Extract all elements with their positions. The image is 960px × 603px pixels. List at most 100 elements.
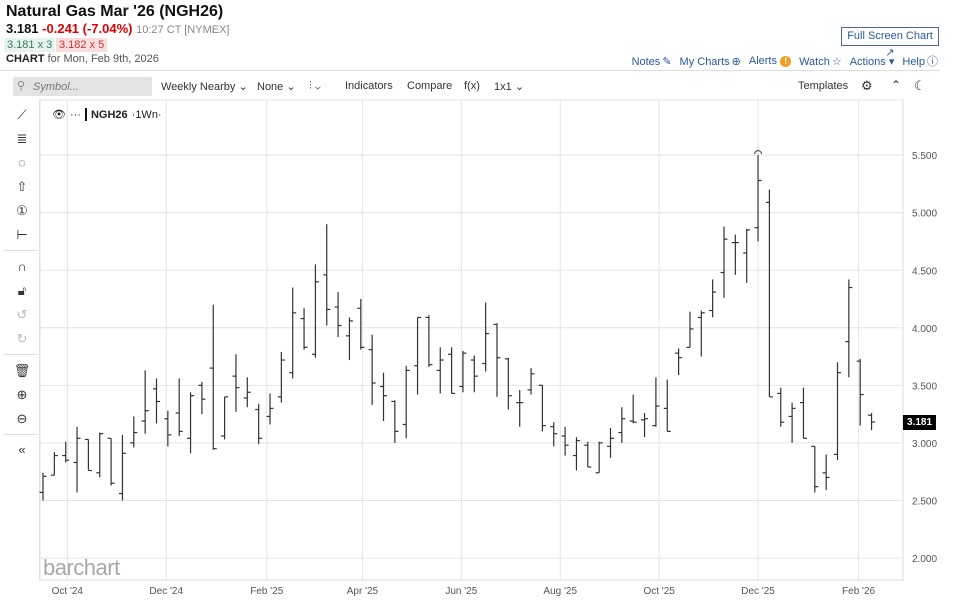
ohlc-bar [175, 378, 183, 436]
ohlc-bar [380, 372, 387, 422]
x-tick-label: Aug '25 [543, 586, 577, 597]
settings-gear-icon[interactable]: ⚙ [861, 78, 873, 93]
ohlc-bar [686, 311, 694, 348]
ohlc-bar [845, 279, 853, 378]
ohlc-bar [277, 351, 285, 403]
ohlc-bar [641, 412, 649, 438]
ohlc-bar [652, 377, 660, 427]
ohlc-bar [731, 234, 739, 275]
barchart-logo: barchart [43, 555, 120, 580]
dark-mode-moon-icon[interactable]: ☾ [914, 78, 926, 93]
layout-label: 1x1 [494, 81, 512, 93]
redo-icon[interactable]: ↻ [16, 331, 28, 346]
edit-icon: ✎ [662, 55, 672, 68]
magnet-icon[interactable]: ∩ [17, 259, 27, 274]
ohlc-bar [39, 472, 47, 501]
ohlc-bar [311, 264, 319, 358]
fibonacci-tool-icon[interactable]: ≣ [16, 131, 28, 146]
zoom-out-icon[interactable]: ⊖ [16, 411, 28, 426]
ohlc-bar [153, 378, 160, 424]
measure-tool-icon[interactable]: ⊢ [16, 227, 28, 242]
ohlc-bar [357, 299, 365, 350]
ohlc-bar [550, 422, 558, 447]
notes-link[interactable]: Notes ✎ [632, 55, 672, 68]
undo-icon[interactable]: ↺ [16, 307, 28, 322]
trash-icon[interactable]: 🗑︎ [13, 363, 31, 378]
expand-icon: ↗ [885, 47, 895, 59]
function-button[interactable]: f(x) [464, 80, 480, 92]
aggregation-dropdown[interactable]: None ⌄ [257, 80, 296, 93]
ohlc-bar [834, 362, 841, 461]
ohlc-bar [141, 370, 149, 434]
ohlc-bar [243, 377, 251, 408]
unlock-icon[interactable]: 🔓︎ [17, 283, 27, 298]
ohlc-bar [50, 452, 58, 476]
ohlc-bar [709, 279, 717, 318]
collapse-left-icon[interactable]: « [18, 442, 26, 457]
layout-dropdown[interactable]: 1x1 ⌄ [494, 80, 524, 93]
chart-legend: 👁︎ ··· NGH26 ·1Wn· [52, 108, 162, 121]
alerts-link[interactable]: Alerts ! [748, 55, 792, 67]
header-divider [0, 70, 940, 71]
x-tick-label: Jun '25 [445, 586, 477, 597]
compare-button[interactable]: Compare [407, 80, 453, 92]
chart-label: CHART [6, 53, 45, 65]
ohlc-bar [84, 438, 92, 472]
ohlc-bar [73, 426, 81, 493]
chart-links: Notes ✎ My Charts ⊕ Alerts ! Watch ☆ Action… [632, 53, 938, 69]
ohlc-bar [436, 347, 444, 394]
actions-menu[interactable]: Actions ▾ [850, 55, 895, 68]
collapse-up-icon[interactable]: ⌃ [891, 78, 902, 92]
ohlc-bar [323, 224, 331, 326]
ohlc-bar [130, 416, 138, 448]
arrow-up-tool-icon[interactable]: ⇧ [16, 179, 28, 194]
y-tick-label: 5.500 [912, 151, 937, 162]
caret-down-icon: ▾ [888, 55, 895, 68]
eye-icon[interactable]: 👁︎ [52, 109, 66, 121]
full-screen-chart-button[interactable]: Full Screen Chart ↗ [841, 27, 939, 59]
ohlc-bar [856, 358, 864, 426]
ohlc-bar [62, 441, 70, 463]
ohlc-bar [720, 226, 728, 298]
my-charts-link[interactable]: My Charts ⊕ [680, 55, 741, 68]
chart-date-line: CHART for Mon, Feb 9th, 2026 [6, 53, 159, 65]
ohlc-bar [300, 308, 308, 350]
ohlc-bar [482, 302, 490, 372]
x-tick-label: Oct '25 [643, 586, 675, 597]
ohlc-bar [516, 389, 524, 427]
high-marker [754, 150, 763, 155]
shape-tool-icon[interactable]: ◌ [18, 155, 26, 170]
notes-label: Notes [631, 55, 661, 68]
chevron-down-icon: ⌄ [286, 81, 296, 93]
indicators-button[interactable]: Indicators [345, 80, 393, 92]
bar-type-dropdown[interactable]: ⫶ ⌄ [309, 80, 321, 93]
trendline-tool-icon[interactable]: ⟋ [17, 107, 27, 122]
annotation-number-icon[interactable]: ① [16, 203, 28, 218]
templates-button[interactable]: Templates [798, 80, 849, 92]
ohlc-bar [822, 454, 830, 491]
more-icon[interactable]: ··· [69, 108, 81, 121]
ohlc-bar [754, 155, 762, 242]
legend-interval: ·1Wn· [131, 108, 162, 121]
ohlc-bar [209, 304, 217, 450]
ohlc-bar [607, 427, 614, 458]
alert-icon: ! [780, 56, 792, 67]
ohlc-bar [675, 348, 683, 375]
quote-line: 3.181 -0.241 (-7.04%) 10:27 CT [NYMEX] [6, 21, 229, 36]
help-link[interactable]: Help ⓘ [902, 53, 938, 69]
y-tick-label: 5.000 [912, 209, 937, 220]
ohlc-bar [187, 392, 195, 454]
watch-link[interactable]: Watch ☆ [799, 55, 842, 68]
symbol-search-input[interactable] [13, 77, 152, 96]
ohlc-bar [868, 412, 876, 431]
period-dropdown[interactable]: Weekly Nearby ⌄ [161, 80, 248, 93]
alerts-label: Alerts [748, 55, 777, 67]
ohlc-bar [663, 379, 671, 432]
ohlc-bar [572, 437, 580, 471]
ohlc-bar [629, 394, 637, 424]
zoom-in-icon[interactable]: ⊕ [16, 387, 28, 402]
y-tick-label: 3.500 [912, 381, 937, 392]
help-icon: ⓘ [927, 56, 938, 68]
ohlc-bar [561, 426, 569, 456]
